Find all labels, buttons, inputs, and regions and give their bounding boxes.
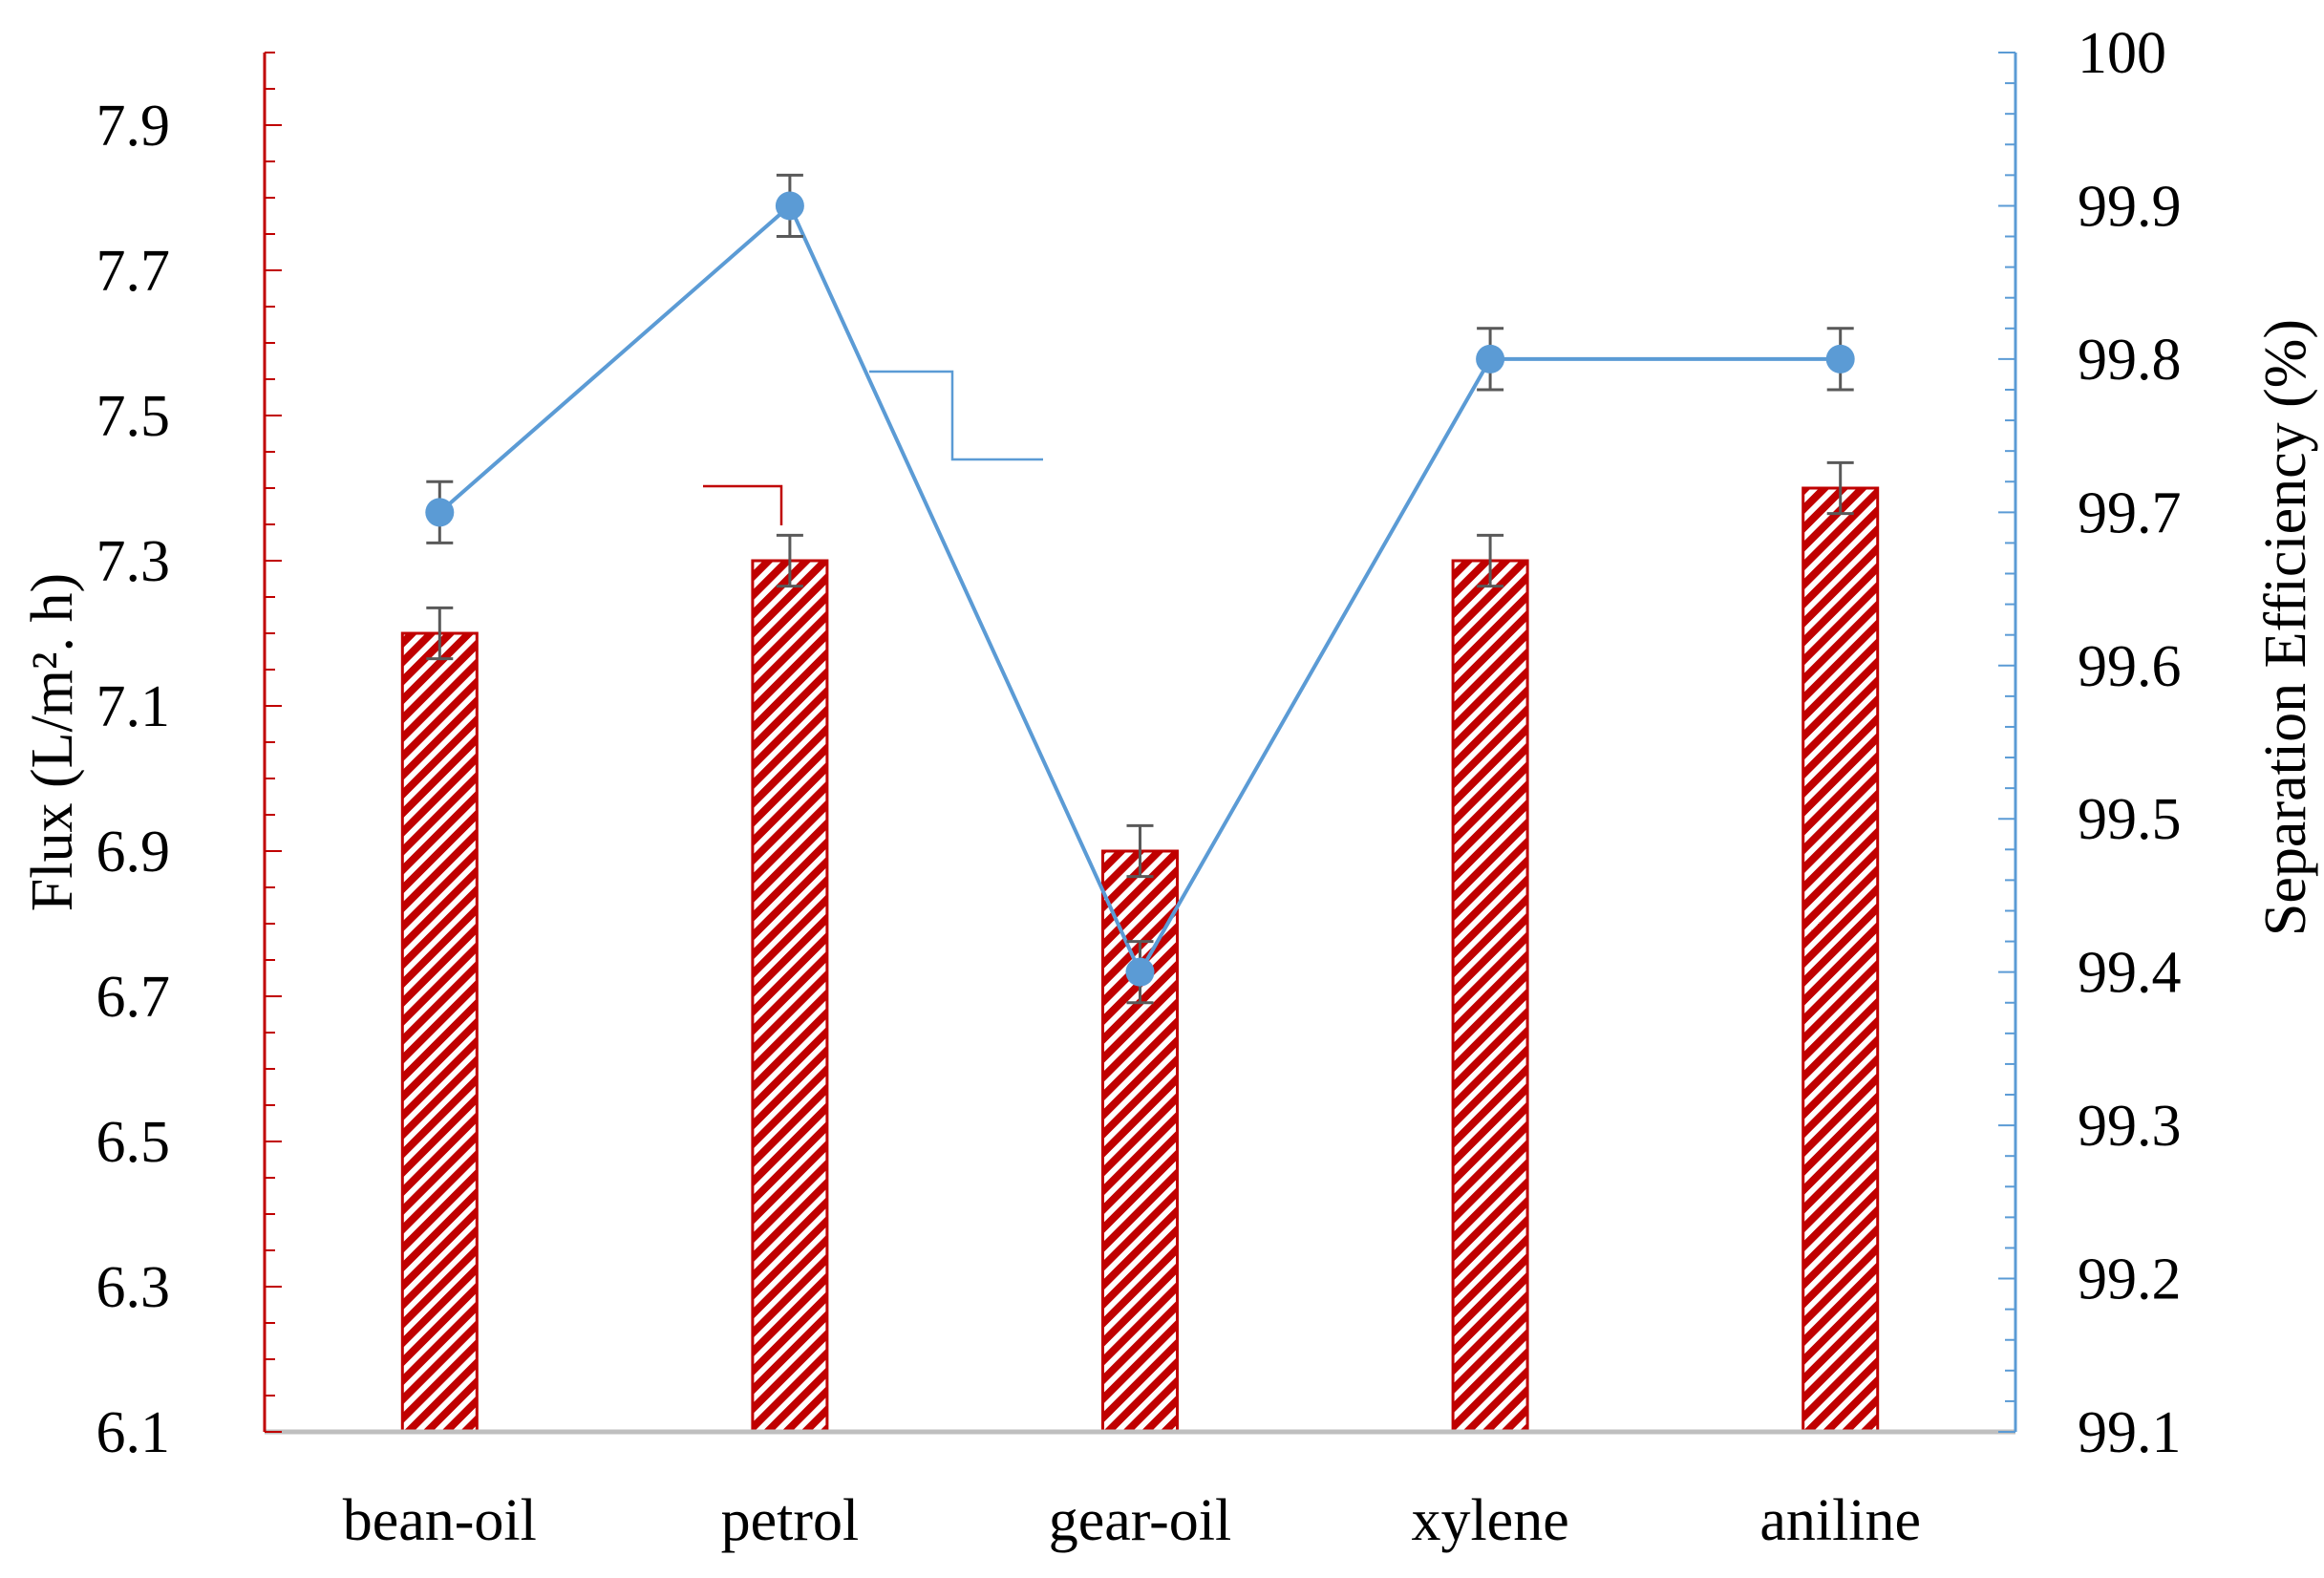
point-aniline — [1825, 344, 1855, 373]
right-tick-label: 99.3 — [2078, 1094, 2182, 1159]
flux-axis-leader — [703, 484, 783, 525]
left-tick-label: 7.1 — [96, 674, 171, 739]
right-tick-label: 99.1 — [2078, 1400, 2182, 1465]
left-tick-label: 7.7 — [96, 239, 171, 304]
left-tick-label: 6.3 — [96, 1255, 171, 1320]
point-petrol — [775, 191, 804, 221]
right-tick-label: 99.6 — [2078, 634, 2182, 699]
right-tick-label: 99.8 — [2078, 328, 2182, 393]
point-xylene — [1476, 344, 1505, 373]
left-tick-label: 6.5 — [96, 1110, 171, 1175]
category-label-gear-oil: gear-oil — [1049, 1488, 1232, 1553]
right-tick-label: 99.7 — [2078, 480, 2182, 545]
point-gear-oil — [1125, 957, 1155, 987]
category-label-bean-oil: bean-oil — [343, 1488, 537, 1553]
category-label-xylene: xylene — [1411, 1488, 1568, 1553]
left-tick-label: 6.9 — [96, 820, 171, 885]
left-axis-title: Flux (L/m². h) — [20, 573, 85, 911]
bar-bean-oil — [400, 631, 479, 1434]
right-tick-label: 99.2 — [2078, 1247, 2182, 1312]
axes — [263, 52, 2017, 1435]
point-bean-oil — [425, 498, 455, 527]
bar-petrol — [751, 559, 829, 1434]
category-label-petrol: petrol — [721, 1488, 860, 1553]
bar-gear-oil — [1101, 849, 1179, 1434]
line-series-separation-efficiency — [425, 173, 1855, 1005]
left-tick-label: 6.1 — [96, 1400, 171, 1465]
bar-aniline — [1802, 486, 1880, 1434]
right-tick-label: 100 — [2078, 21, 2166, 86]
bar-series-flux — [400, 460, 1880, 1434]
right-axis-title: Separation Efficiency (%) — [2253, 319, 2318, 936]
bar-xylene — [1451, 559, 1529, 1434]
category-label-aniline: aniline — [1759, 1488, 1921, 1553]
right-tick-label: 99.4 — [2078, 941, 2182, 1006]
right-tick-label: 99.9 — [2078, 174, 2182, 239]
left-tick-label: 7.9 — [96, 94, 171, 159]
left-tick-label: 7.3 — [96, 529, 171, 594]
axis-labels: 6.1 6.3 6.5 6.7 6.9 7.1 7.3 7.5 7.7 7.9 99.1 99.2 99… — [20, 21, 2318, 1553]
legend-leader-marks — [703, 370, 1043, 525]
efficiency-axis-leader — [869, 370, 1043, 461]
left-tick-label: 7.5 — [96, 384, 171, 449]
left-tick-label: 6.7 — [96, 965, 171, 1030]
right-tick-label: 99.5 — [2078, 787, 2182, 852]
